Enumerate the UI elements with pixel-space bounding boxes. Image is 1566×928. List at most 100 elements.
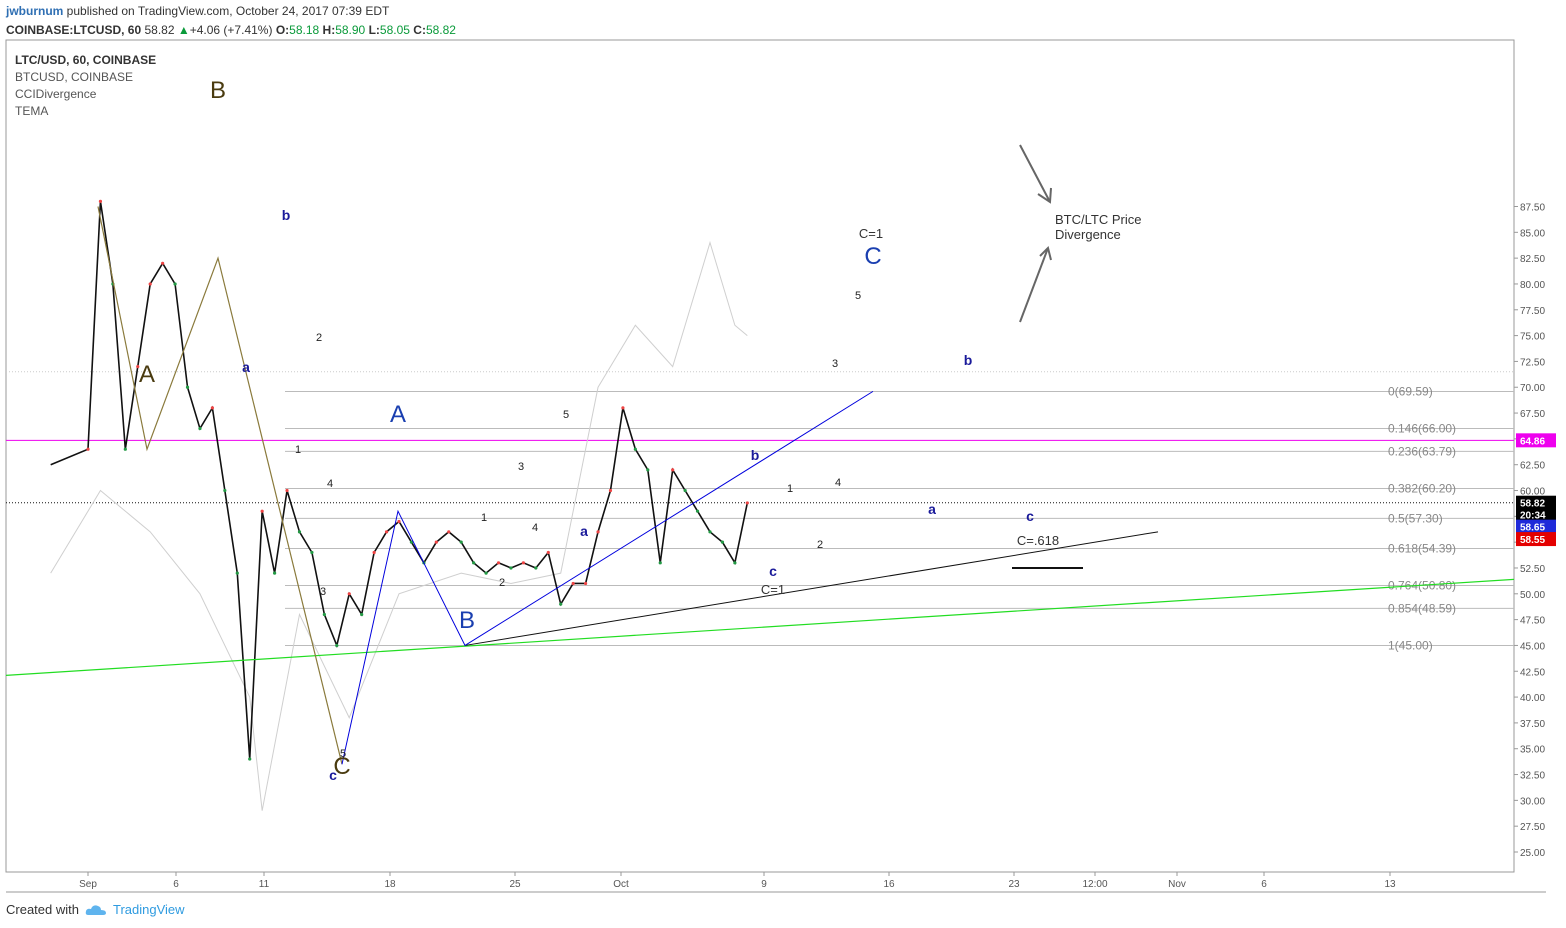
- price-badge: [1516, 507, 1556, 522]
- price-point: [409, 540, 414, 544]
- y-tick-label: 82.50: [1520, 254, 1545, 265]
- wave-count-label: 2: [316, 332, 322, 344]
- y-tick-label: 50.00: [1520, 590, 1545, 601]
- fib-level-label: 0.146(66.00): [1388, 422, 1456, 436]
- legend-indicator-cci[interactable]: CCIDivergence: [15, 87, 97, 101]
- wave-count-label: 5: [855, 290, 861, 302]
- ltc-price-series: [50, 201, 749, 760]
- x-tick-label: 25: [509, 879, 521, 890]
- divergence-arrows: [1019, 144, 1052, 323]
- wave-label-minor: b: [964, 352, 973, 368]
- price-badge: [1516, 433, 1556, 448]
- price-point: [434, 540, 438, 544]
- y-tick-label: 60.00: [1520, 487, 1545, 498]
- price-point: [248, 757, 252, 761]
- y-tick-label: 62.50: [1520, 461, 1545, 472]
- price-point: [98, 199, 103, 203]
- y-tick-label: 27.50: [1520, 822, 1545, 833]
- price-point: [310, 550, 314, 555]
- price-point: [559, 602, 563, 606]
- price-point: [571, 581, 575, 586]
- wave-count-label: 4: [327, 478, 333, 490]
- publish-date: published on TradingView.com, October 24…: [66, 4, 390, 18]
- price-point: [235, 571, 239, 575]
- price-point: [608, 488, 613, 493]
- wave-label-minor: c: [329, 767, 337, 783]
- price-point: [260, 509, 264, 513]
- legend-compare-series[interactable]: BTCUSD, COINBASE: [15, 70, 134, 84]
- wave-label-minor: c: [769, 563, 777, 579]
- price-badge: [1516, 519, 1556, 534]
- green-trendline: [5, 578, 1515, 676]
- arrow-down-line: [1019, 144, 1051, 203]
- x-tick-label: 12:00: [1082, 879, 1107, 890]
- price-point: [733, 561, 737, 565]
- price-point: [708, 530, 712, 534]
- open-value: 58.18: [289, 23, 320, 37]
- price-point: [185, 385, 190, 389]
- price-badge-label: 20:34: [1520, 510, 1546, 521]
- price-point: [123, 447, 127, 451]
- y-tick-label: 37.50: [1520, 719, 1545, 730]
- fib-level-label: 0.5(57.30): [1388, 511, 1443, 525]
- y-tick-label: 70.00: [1520, 383, 1545, 394]
- wave-count-label: 4: [532, 522, 538, 534]
- y-tick-label: 85.00: [1520, 228, 1545, 239]
- wave-count-label: 4: [835, 477, 841, 489]
- wave-brown-path: [97, 206, 343, 765]
- wave-label-major: B: [210, 77, 226, 104]
- price-point: [534, 566, 538, 570]
- y-tick-label: 35.00: [1520, 745, 1545, 756]
- close-label: C:: [413, 23, 426, 37]
- low-value: 58.05: [379, 23, 410, 37]
- chart-annotation: C=.618: [1017, 533, 1059, 548]
- y-tick-label: 47.50: [1520, 616, 1545, 627]
- y-tick-label: 40.00: [1520, 693, 1545, 704]
- wave-label-major: C: [333, 753, 350, 780]
- price-point: [695, 509, 700, 513]
- fib-level-label: 0.618(54.39): [1388, 541, 1456, 555]
- y-tick-label: 45.00: [1520, 641, 1545, 652]
- x-tick-label: 6: [173, 879, 179, 890]
- price-point: [335, 643, 339, 648]
- wave-count-label: 2: [499, 577, 505, 589]
- arrow-up-head: [1039, 246, 1052, 261]
- wave-blue-path: [341, 390, 874, 765]
- price-point: [459, 540, 463, 544]
- y-tick-label: 77.50: [1520, 306, 1545, 317]
- y-tick-label: 32.50: [1520, 771, 1545, 782]
- wave-label-major: C: [864, 243, 881, 270]
- fib-level-label: 0(69.59): [1388, 384, 1433, 398]
- price-point: [210, 406, 214, 410]
- y-tick-label: 87.50: [1520, 203, 1545, 214]
- wave-count-label: 1: [481, 512, 487, 524]
- wave-label-minor: c: [1026, 508, 1034, 524]
- low-label: L:: [368, 23, 380, 37]
- legend-indicator-tema[interactable]: TEMA: [15, 104, 49, 118]
- price-point: [223, 488, 227, 493]
- y-tick-label: 52.50: [1520, 564, 1545, 575]
- y-tick-label: 30.00: [1520, 796, 1545, 807]
- wave-count-label: 3: [832, 358, 838, 370]
- x-tick-label: 11: [259, 879, 270, 890]
- legend-main-series[interactable]: LTC/USD, 60, COINBASE: [15, 53, 157, 67]
- open-label: O:: [275, 23, 290, 37]
- price-point: [646, 468, 650, 472]
- price-point: [596, 530, 600, 534]
- fib-level-label: 0.236(63.79): [1388, 444, 1456, 458]
- tradingview-brand-link[interactable]: TradingView: [112, 902, 185, 917]
- price-point: [161, 261, 165, 265]
- author-link[interactable]: jwburnum: [6, 4, 64, 18]
- symbol-label: COINBASE:LTCUSD, 60: [6, 23, 142, 37]
- wave-count-label: 3: [518, 461, 524, 473]
- wave-label-major: A: [139, 361, 155, 388]
- publish-info: jwburnum published on TradingView.com, O…: [6, 3, 389, 19]
- y-tick-label: 42.50: [1520, 667, 1545, 678]
- fib-retracement: 0(69.59) 0.146(66.00) 0.236(63.79) 0.382(60…: [285, 384, 1514, 652]
- x-tick-label: Oct: [613, 879, 629, 890]
- x-tick-label: 16: [883, 879, 895, 890]
- price-point: [484, 571, 488, 575]
- arrow-up-line: [1019, 247, 1049, 323]
- x-axis: Sep 6 11 18 25 Oct 9 16 23 12:00 Nov 6 13: [79, 872, 1396, 890]
